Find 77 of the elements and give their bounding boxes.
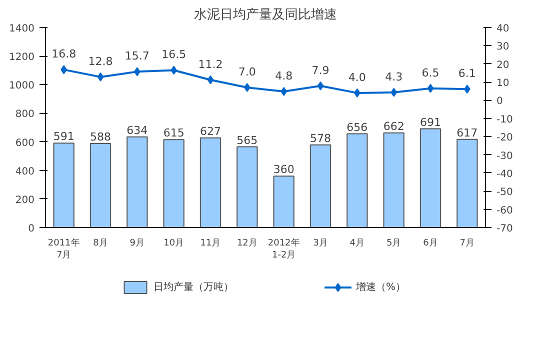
point [207, 75, 214, 84]
data-label: 15.7 [124, 50, 150, 63]
point [97, 72, 104, 82]
data-label: 11.2 [198, 58, 223, 71]
x-tick-label: 8月 [93, 238, 108, 248]
data-label: 615 [163, 126, 184, 140]
point [427, 84, 434, 93]
data-label: 12.8 [88, 54, 113, 68]
data-label: 7.9 [312, 64, 330, 77]
bar [126, 136, 148, 228]
point [280, 87, 287, 96]
y2-tick-label: -20 [496, 132, 513, 144]
point [244, 83, 250, 92]
y-tick-label: 1200 [9, 52, 35, 64]
y2-tick-label: 20 [496, 60, 510, 71]
bar [420, 128, 442, 228]
x-tick-label: 3月 [313, 238, 328, 248]
y-tick-label: 1400 [9, 24, 35, 34]
bar [53, 142, 74, 228]
y-tick-label: 600 [15, 138, 35, 149]
data-label: 634 [126, 124, 148, 137]
data-label: 627 [200, 124, 221, 138]
y-tick-label: 1000 [9, 80, 35, 92]
bar [383, 132, 404, 228]
bar [310, 144, 332, 228]
x-tick-label: 4月 [350, 238, 365, 248]
x-tick-label: 12月 [236, 238, 258, 248]
y-tick-label: 200 [15, 194, 35, 206]
data-label: 4.8 [275, 70, 293, 82]
y2-tick-label: 40 [496, 24, 510, 34]
bar [456, 138, 478, 228]
legend-label: 日均产量（万吨） [154, 281, 234, 293]
y2-tick-label: -40 [496, 168, 513, 180]
y2-tick-label: 0 [496, 96, 503, 108]
x-tick-label: 2011年 7月 [48, 238, 80, 260]
bar [200, 137, 222, 228]
y2-tick-label: 10 [496, 78, 510, 90]
data-label: 588 [90, 130, 111, 144]
chart-title: 水泥日均产量及同比增速 [194, 8, 337, 22]
data-label: 662 [383, 120, 404, 133]
y2-tick-label: -70 [496, 224, 513, 234]
data-label: 4.3 [385, 70, 403, 84]
x-tick-label: 11月 [200, 238, 221, 248]
x-tick-label: 6月 [423, 238, 438, 248]
y2-tick-label: -50 [496, 187, 513, 198]
data-label: 6.1 [458, 67, 476, 80]
bar [273, 176, 294, 228]
y2-tick-label: 30 [496, 42, 510, 53]
y-tick-label: 400 [15, 166, 35, 178]
point [317, 81, 324, 90]
bar [163, 139, 184, 228]
x-tick-label: 9月 [130, 238, 145, 248]
data-label: 578 [310, 132, 331, 145]
x-tick-label: 2012年 1-2月 [268, 238, 300, 260]
data-label: 7.0 [238, 66, 256, 78]
y2-tick-label: -30 [496, 150, 513, 162]
data-label: 16.8 [52, 48, 76, 61]
y-tick-label: 800 [15, 109, 35, 120]
data-label: 591 [53, 130, 74, 144]
bar [346, 133, 368, 228]
y2-tick-label: -60 [496, 205, 513, 216]
data-label: 4.0 [348, 70, 366, 84]
data-label: 360 [273, 163, 294, 176]
y-tick-label: 0 [28, 224, 35, 234]
data-label: 16.5 [162, 48, 186, 62]
data-label: 656 [346, 120, 368, 134]
y2-tick-label: -10 [496, 114, 513, 126]
legend-label: 增速（%） [355, 281, 406, 293]
data-label: 691 [420, 116, 441, 129]
data-label: 565 [236, 134, 258, 147]
x-tick-label: 7月 [460, 238, 475, 248]
x-tick-label: 5月 [386, 238, 402, 248]
data-label: 617 [456, 126, 478, 140]
bar [236, 146, 258, 228]
x-tick-label: 10月 [164, 238, 184, 248]
bar [90, 143, 112, 228]
data-label: 6.5 [422, 66, 440, 80]
